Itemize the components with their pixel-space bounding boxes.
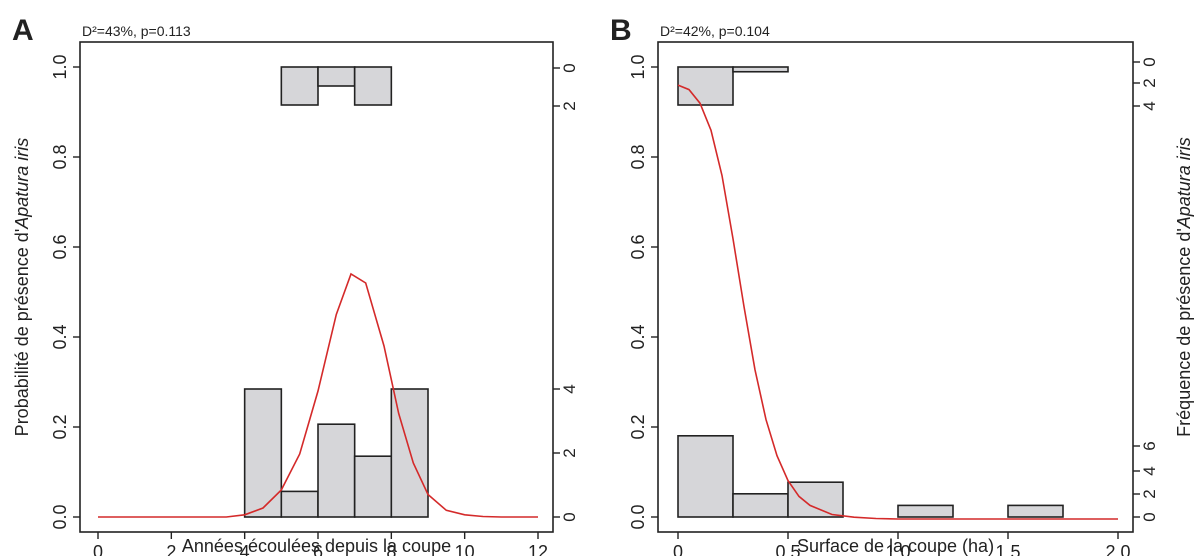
right-tick-label: 0 (560, 63, 579, 72)
y-axis-label-right-text: Fréquence de présence d' (1174, 228, 1194, 437)
presence-bar (733, 67, 788, 72)
x-axis-label: Années écoulées depuis la coupe (182, 536, 451, 556)
absence-bar (788, 482, 843, 517)
absence-bar (733, 494, 788, 517)
y-tick-label: 0.6 (50, 234, 70, 259)
presence-bar (355, 67, 392, 105)
x-tick-label: 12 (528, 542, 548, 556)
y-tick-label: 0.8 (50, 144, 70, 169)
x-tick-label: 10 (455, 542, 475, 556)
y-tick-label: 0.2 (50, 414, 70, 439)
y-tick-label: 0.8 (628, 144, 648, 169)
stat-label: D²=43%, p=0.113 (82, 23, 191, 39)
y-axis-label-right-species: Apatura iris (1174, 137, 1194, 229)
right-tick-label: 2 (1140, 78, 1159, 87)
right-tick-label: 4 (560, 384, 579, 393)
presence-bar (318, 67, 355, 86)
x-tick-label: 2.0 (1105, 542, 1130, 556)
y-tick-label: 1.0 (628, 54, 648, 79)
y-axis-label-left: Probabilité de présence d'Apatura iris (12, 138, 32, 437)
x-tick-label: 0 (673, 542, 683, 556)
y-axis-label-right: Fréquence de présence d'Apatura iris (1174, 137, 1194, 437)
y-axis-label-left-species: Apatura iris (12, 138, 32, 230)
plot-frame (80, 42, 553, 532)
right-tick-label: 2 (560, 448, 579, 457)
y-tick-label: 0.2 (628, 414, 648, 439)
y-axis-label-left-text: Probabilité de présence d' (12, 229, 32, 437)
right-tick-label: 0 (1140, 512, 1159, 521)
absence-bar (898, 505, 953, 517)
stat-label: D²=42%, p=0.104 (660, 23, 770, 39)
right-tick-label: 0 (1140, 57, 1159, 66)
absence-bar (245, 389, 282, 517)
presence-bar (281, 67, 318, 105)
presence-bar (678, 67, 733, 105)
fitted-curve (678, 85, 1118, 519)
absence-bar (1008, 505, 1063, 517)
right-tick-label: 2 (1140, 489, 1159, 498)
absence-bar (355, 456, 392, 517)
right-tick-label: 0 (560, 512, 579, 521)
right-tick-label: 4 (1140, 466, 1159, 475)
y-tick-label: 0.4 (628, 324, 648, 349)
absence-bar (318, 424, 355, 517)
x-tick-label: 1.5 (995, 542, 1020, 556)
y-tick-label: 0.0 (50, 504, 70, 529)
right-tick-label: 4 (1140, 101, 1159, 110)
x-tick-label: 0 (93, 542, 103, 556)
right-tick-label: 6 (1140, 441, 1159, 450)
x-tick-label: 2 (166, 542, 176, 556)
absence-bar (678, 436, 733, 517)
y-tick-label: 0.4 (50, 324, 70, 349)
y-tick-label: 0.6 (628, 234, 648, 259)
y-tick-label: 0.0 (628, 504, 648, 529)
panel-letter: B (610, 14, 632, 47)
x-axis-label: Surface de la coupe (ha) (797, 536, 994, 556)
panel-letter: A (12, 14, 34, 47)
y-tick-label: 1.0 (50, 54, 70, 79)
absence-bar (281, 491, 318, 517)
right-tick-label: 2 (560, 101, 579, 110)
